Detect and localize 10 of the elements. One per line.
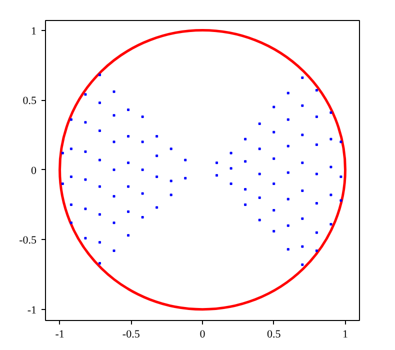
x-tick-label: 0 xyxy=(200,328,206,340)
y-tick-label: 0.5 xyxy=(22,95,37,108)
y-tick-label: -0.5 xyxy=(19,234,37,247)
y-tick-label: 0 xyxy=(31,164,37,177)
x-tick-label: -0.5 xyxy=(122,328,140,340)
y-tick-label: 1 xyxy=(31,25,36,38)
x-tick-label: -1 xyxy=(55,328,64,340)
x-tick-label: 0.5 xyxy=(266,328,282,340)
x-tick-label: 1 xyxy=(342,328,348,340)
y-tick-label: -1 xyxy=(27,304,37,316)
